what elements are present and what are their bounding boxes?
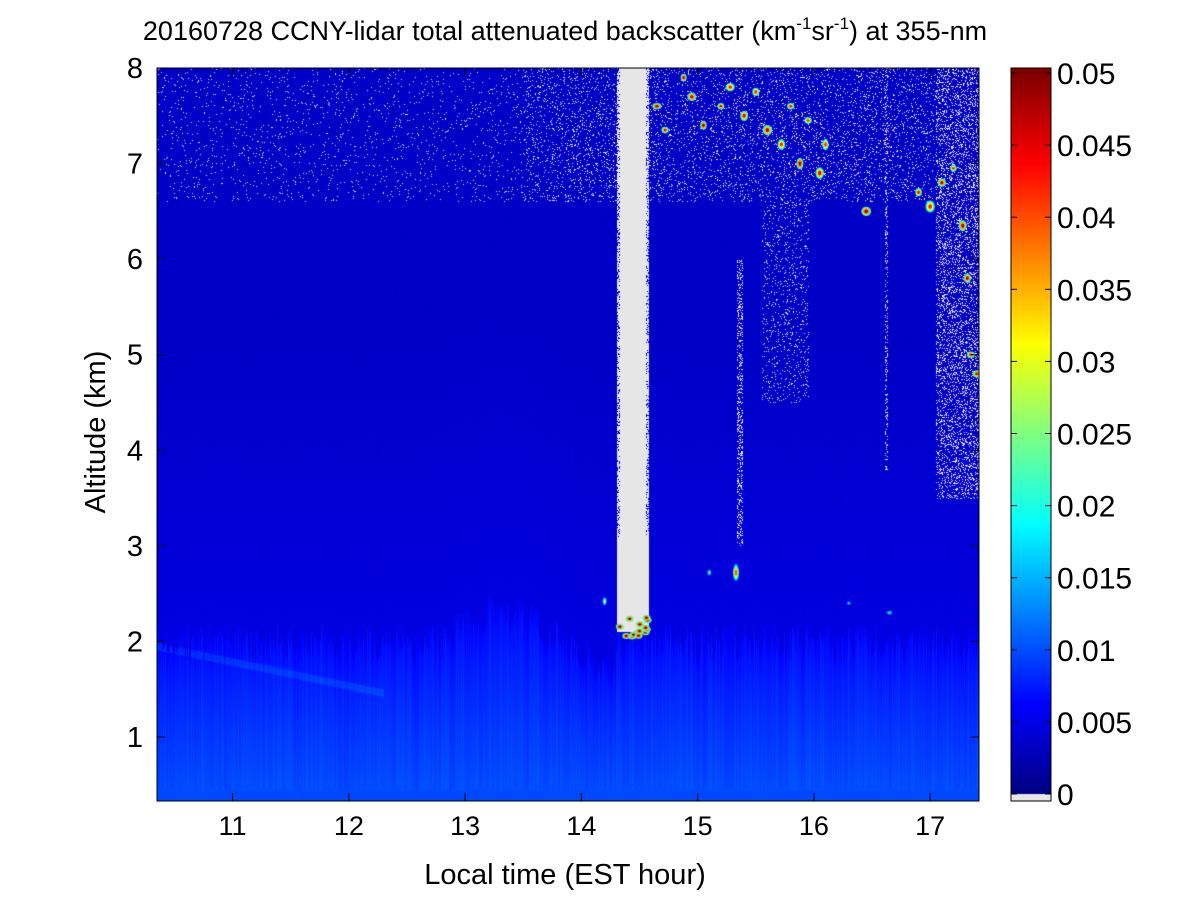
x-axis-label: Local time (EST hour)	[424, 859, 706, 891]
plot-frame	[156, 67, 980, 802]
x-tick-label: 12	[334, 811, 364, 841]
colorbar-tick-label: 0.04	[1057, 202, 1115, 235]
x-tick-label: 16	[799, 811, 829, 841]
x-tick-label: 13	[450, 811, 480, 841]
y-tick-label: 4	[127, 435, 143, 467]
x-tick-label: 14	[566, 811, 596, 841]
x-tick-label: 15	[683, 811, 713, 841]
colorbar-tick-label: 0.05	[1057, 58, 1115, 91]
colorbar-gradient	[1011, 68, 1051, 801]
colorbar-tick-label: 0.045	[1057, 130, 1132, 163]
y-axis-label: Altitude (km)	[80, 351, 112, 514]
y-tick-label: 1	[127, 722, 143, 754]
y-tick-label: 7	[127, 149, 143, 181]
y-tick-label: 2	[127, 626, 143, 658]
colorbar-tick-label: 0.02	[1057, 491, 1115, 524]
colorbar-tick-label: 0.025	[1057, 419, 1132, 452]
y-tick-label: 3	[127, 531, 143, 563]
colorbar-tick-label: 0.015	[1057, 563, 1132, 596]
x-tick-label: 11	[219, 811, 247, 841]
colorbar-tick-label: 0	[1057, 779, 1074, 812]
x-tick-label: 17	[915, 811, 945, 841]
colorbar-tick-label: 0.005	[1057, 707, 1132, 740]
colorbar-tick-label: 0.03	[1057, 346, 1115, 379]
colorbar-tick-label: 0.01	[1057, 635, 1115, 668]
backscatter-heatmap	[157, 68, 979, 801]
colorbar-tick-label: 0.035	[1057, 274, 1132, 307]
colorbar-frame	[1010, 67, 1052, 802]
colorbar: 0 0.005 0.01 0.015 0.02 0.025 0.03 0.035 0.04 0.0…	[1010, 58, 1132, 812]
chart-title: 20160728 CCNY-lidar total attenuated bac…	[143, 14, 987, 46]
y-tick-label: 8	[127, 53, 143, 85]
y-tick-label: 5	[127, 340, 143, 372]
plot-area	[157, 68, 979, 801]
y-tick-label: 6	[127, 244, 143, 276]
